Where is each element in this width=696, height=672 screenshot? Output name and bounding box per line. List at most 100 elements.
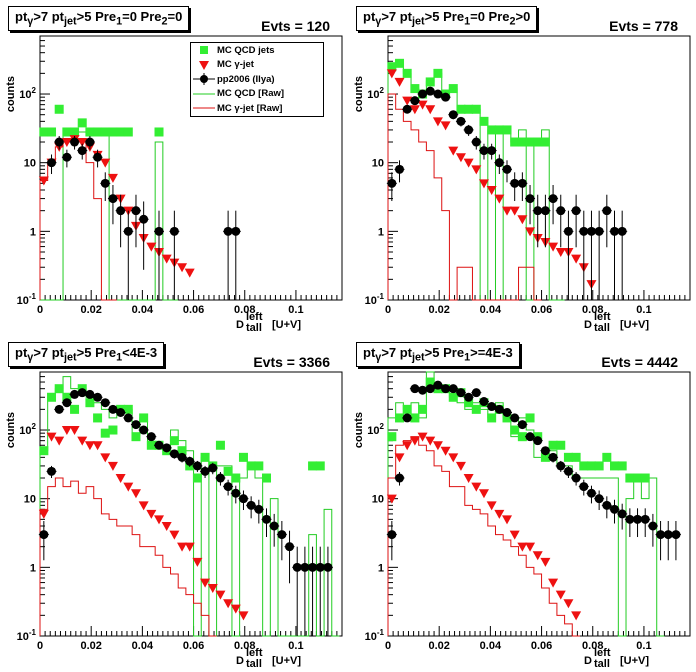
- marker-mc-qcd: [308, 461, 318, 471]
- marker-data: [602, 206, 612, 216]
- marker-data: [556, 206, 566, 216]
- marker-data: [640, 514, 650, 524]
- plot-frame: [39, 371, 343, 637]
- marker-mc-qcd: [254, 461, 264, 471]
- marker-mc-gamma: [130, 489, 141, 499]
- y-tick-label: 102: [367, 422, 384, 437]
- marker-mc-qcd: [93, 127, 103, 137]
- x-axis-label-sub: tall: [246, 658, 262, 670]
- marker-mc-gamma: [223, 599, 234, 609]
- marker-mc-gamma: [146, 242, 157, 252]
- marker-mc-gamma: [448, 146, 459, 156]
- x-tick-label: 0.08: [234, 640, 255, 652]
- marker-mc-gamma: [184, 268, 195, 278]
- marker-data: [571, 473, 581, 483]
- marker-mc-gamma: [386, 494, 397, 504]
- marker-data: [563, 466, 573, 476]
- marker-mc-qcd: [395, 413, 405, 423]
- marker-data: [533, 206, 543, 216]
- marker-data: [308, 562, 318, 572]
- marker-data: [154, 226, 164, 236]
- x-axis-label-suffix: [U+V]: [620, 319, 649, 331]
- y-tick-label: 102: [367, 86, 384, 101]
- marker-data: [395, 473, 405, 483]
- y-tick-label: 10: [24, 494, 36, 506]
- x-tick-label: 0.08: [582, 640, 603, 652]
- x-tick-label: 0.06: [531, 640, 552, 652]
- marker-data: [456, 116, 466, 126]
- marker-mc-qcd: [471, 404, 481, 414]
- marker-data: [93, 392, 103, 402]
- marker-data: [215, 473, 225, 483]
- marker-mc-gamma: [46, 432, 57, 442]
- marker-mc-qcd: [169, 436, 179, 446]
- marker-mc-qcd: [502, 125, 512, 135]
- plot-canvas-0: 10-1 1 10 102 0 0.02 0.04 0.06 0.08 0.1 counts Dlef…: [5, 35, 343, 334]
- marker-mc-qcd: [231, 473, 241, 483]
- marker-mc-qcd: [200, 452, 210, 462]
- marker-data: [410, 384, 420, 394]
- marker-mc-qcd: [533, 137, 543, 147]
- marker-mc-gamma: [84, 441, 95, 451]
- marker-data: [402, 104, 412, 114]
- marker-data: [123, 226, 133, 236]
- marker-data: [633, 514, 643, 524]
- marker-mc-qcd: [77, 118, 87, 128]
- marker-data: [556, 461, 566, 471]
- marker-data: [62, 152, 72, 162]
- marker-data: [277, 530, 287, 540]
- marker-mc-qcd: [448, 392, 458, 402]
- marker-data: [610, 504, 619, 514]
- marker-mc-gamma: [409, 436, 420, 446]
- x-axis-label: D: [236, 319, 244, 331]
- marker-mc-qcd: [70, 404, 80, 414]
- marker-data: [70, 389, 80, 399]
- marker-mc-gamma: [200, 578, 211, 588]
- event-count-3: Evts = 4442: [601, 354, 678, 370]
- marker-data: [471, 137, 481, 147]
- x-axis-label-sup: left: [246, 647, 263, 659]
- plot-canvas-1: 10-1 1 10 102 0 0.02 0.04 0.06 0.08 0.1 counts Dlef…: [353, 35, 691, 334]
- x-tick-label: 0.06: [531, 304, 552, 316]
- marker-data: [315, 562, 325, 572]
- marker-data: [586, 488, 596, 498]
- marker-mc-gamma: [509, 530, 520, 540]
- marker-mc-qcd: [154, 127, 164, 137]
- marker-data: [192, 461, 202, 471]
- marker-mc-qcd: [177, 446, 187, 456]
- y-tick-label: 1: [30, 226, 36, 238]
- marker-data: [39, 530, 49, 540]
- x-tick-label: 0.04: [480, 640, 502, 652]
- marker-mc-qcd: [494, 125, 504, 135]
- marker-data: [502, 407, 512, 417]
- marker-data: [418, 385, 428, 395]
- marker-data: [262, 514, 271, 524]
- marker-data: [85, 137, 95, 147]
- x-tick-label: 0.1: [636, 640, 651, 652]
- marker-mc-qcd: [525, 137, 535, 147]
- x-axis-label-sub: tall: [246, 322, 262, 334]
- marker-mc-gamma: [161, 522, 172, 532]
- panel-title-1: ptγ>7 ptjet>5 Pre1=0 Pre2>0: [356, 6, 538, 31]
- marker-mc-gamma: [448, 453, 459, 463]
- x-axis-label-sub: tall: [594, 322, 610, 334]
- marker-mc-qcd: [425, 377, 435, 387]
- marker-mc-gamma: [548, 242, 559, 252]
- marker-data: [540, 206, 550, 216]
- marker-data: [425, 384, 435, 394]
- marker-mc-qcd: [502, 413, 512, 423]
- marker-data: [441, 384, 451, 394]
- marker-data: [300, 562, 310, 572]
- x-axis-label-sub: tall: [594, 658, 610, 670]
- marker-mc-gamma: [563, 599, 574, 609]
- marker-mc-gamma: [517, 215, 528, 225]
- marker-mc-gamma: [486, 186, 497, 196]
- marker-mc-qcd: [418, 404, 428, 414]
- marker-mc-gamma: [402, 96, 413, 106]
- x-tick-label: 0: [385, 304, 391, 316]
- marker-mc-qcd: [487, 413, 497, 423]
- x-tick-label: 0.02: [428, 304, 449, 316]
- plot-frame: [387, 371, 691, 637]
- x-tick-label: 0.04: [132, 304, 154, 316]
